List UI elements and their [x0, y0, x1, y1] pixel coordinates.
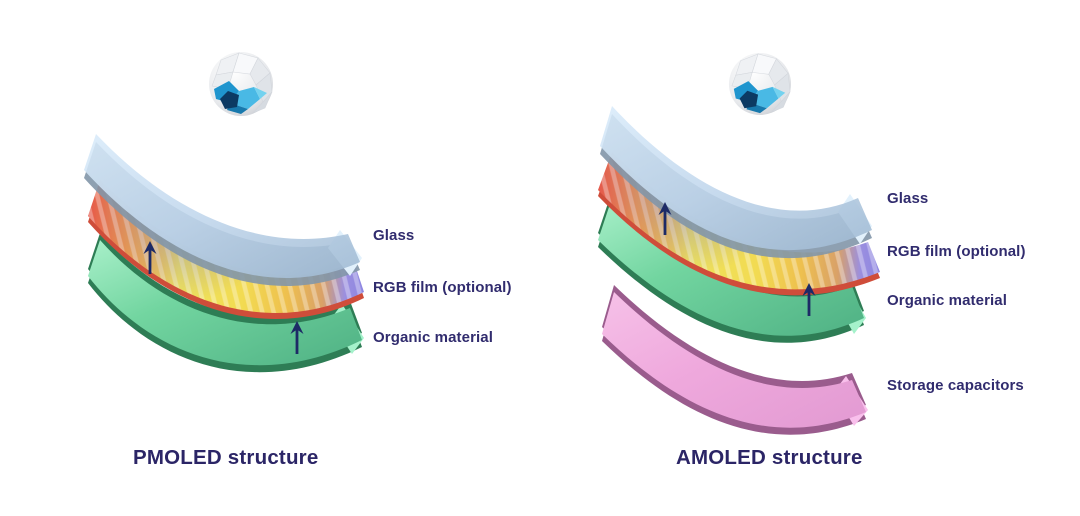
faceted-ball-icon — [728, 52, 792, 116]
pmoled-organic-layer — [88, 233, 364, 373]
amoled-glass-label: Glass — [887, 190, 929, 207]
pmoled-diagram — [84, 51, 364, 373]
amoled-title: AMOLED structure — [676, 446, 863, 469]
amoled-organic-label: Organic material — [887, 292, 1007, 309]
pmoled-glass-label: Glass — [373, 227, 415, 244]
pmoled-organic-label: Organic material — [373, 329, 493, 346]
amoled-diagram — [598, 52, 880, 435]
amoled-storage-label: Storage capacitors — [887, 377, 1024, 394]
amoled-glass-layer — [600, 106, 872, 259]
pmoled-glass-layer — [84, 134, 362, 286]
amoled-rgb-film-label: RGB film (optional) — [887, 243, 1026, 260]
faceted-ball-icon — [208, 51, 274, 117]
pmoled-rgb-film-label: RGB film (optional) — [373, 279, 512, 296]
amoled-organic-layer — [598, 191, 866, 343]
amoled-storage-layer — [602, 285, 868, 435]
pmoled-title: PMOLED structure — [133, 446, 319, 469]
